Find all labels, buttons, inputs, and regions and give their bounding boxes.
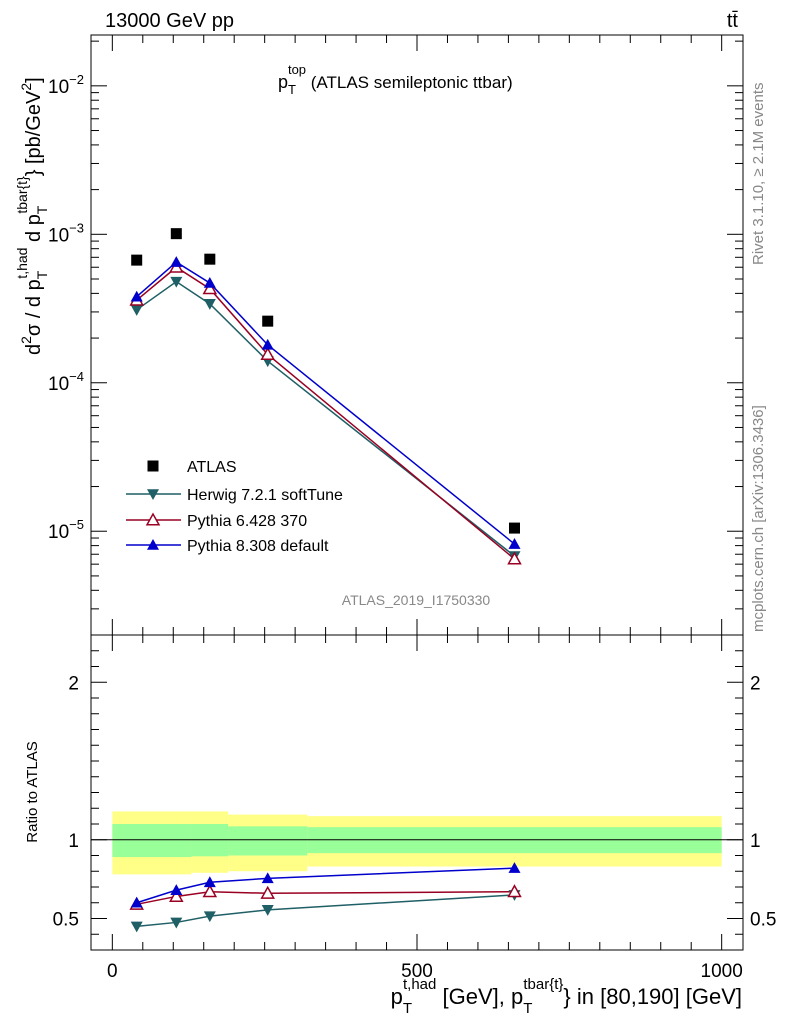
data-point: [203, 276, 216, 288]
y-tick-label: 10−4: [48, 369, 84, 395]
analysis-id: ATLAS_2019_I1750330: [342, 592, 491, 608]
x-axis-label: pTt,had [GeV], pTtbar{t}} in [80,190] [G…: [391, 976, 742, 1017]
mcplots-label: mcplots.cern.ch [arXiv:1306.3436]: [750, 405, 767, 632]
plot-title-sub: T: [288, 82, 296, 97]
plot-title-sup: top: [288, 62, 306, 77]
data-point: [170, 256, 183, 267]
legend-label: Herwig 7.2.1 softTune: [187, 487, 343, 504]
plot-title-rest: (ATLAS semileptonic ttbar): [306, 73, 513, 92]
plot-title-main: p: [278, 72, 288, 92]
ratio-point: [170, 884, 183, 895]
ratio-point: [202, 884, 218, 898]
ratio-y-tick-label-right: 2: [750, 673, 761, 694]
legend-marker: [147, 460, 159, 472]
legend-label: Pythia 8.308 default: [187, 538, 329, 555]
data-point: [131, 254, 143, 266]
rivet-label: Rivet 3.1.10, ≥ 2.1M events: [750, 83, 767, 266]
data-point: [202, 281, 218, 295]
ratio-point: [169, 888, 184, 902]
main-y-axis-label: d2σ / d pTt,had d pTtbar{t}} [pb/GeV2]: [14, 77, 50, 355]
ratio-point: [507, 884, 522, 898]
ratio-point: [170, 917, 183, 929]
data-point: [130, 290, 143, 302]
ratio-y-tick-label: 1: [68, 831, 79, 852]
data-point: [170, 228, 182, 240]
ratio-point: [261, 872, 274, 884]
legend: ATLAS Herwig 7.2.1 softTune Pythia 6.428 3…: [126, 459, 343, 555]
ratio-point: [203, 876, 216, 888]
ratio-y-tick-label: 2: [68, 673, 79, 694]
process-label: tt̄: [727, 10, 739, 32]
x-tick-label: 500: [401, 961, 433, 982]
legend-marker: [147, 489, 159, 500]
data-point: [204, 253, 216, 265]
ratio-point: [130, 921, 143, 933]
ratio-point: [261, 905, 274, 916]
data-point: [170, 276, 183, 288]
legend-marker: [145, 512, 161, 526]
legend-label: ATLAS: [187, 459, 237, 476]
data-point: [130, 305, 143, 316]
ratio-point: [130, 896, 143, 908]
y-tick-label: 10−2: [48, 72, 84, 98]
data-point: [203, 299, 216, 310]
uncertainty-band: [112, 824, 192, 858]
y-tick-label: 10−3: [48, 220, 84, 246]
data-point: [508, 522, 520, 534]
ratio-point: [203, 911, 216, 923]
ratio-y-tick-label: 0.5: [53, 910, 79, 931]
legend-label: Pythia 6.428 370: [187, 513, 307, 530]
ratio-y-tick-label-right: 1: [750, 831, 761, 852]
data-point: [262, 315, 274, 327]
ratio-y-axis-label: Ratio to ATLAS: [24, 741, 41, 842]
data-point: [260, 346, 275, 361]
uncertainty-band: [228, 826, 308, 856]
x-tick-label: 0: [107, 961, 118, 982]
data-point: [261, 338, 274, 350]
y-tick-label: 10−5: [48, 517, 84, 543]
ratio-series-line: [136, 894, 515, 928]
data-point: [507, 551, 522, 565]
x-tick-label: 1000: [701, 961, 743, 982]
ratio-plot-frame: [90, 634, 744, 951]
energy-label: 13000 GeV pp: [105, 10, 234, 32]
ratio-point: [508, 862, 521, 873]
ratio-y-tick-label-right: 0.5: [750, 910, 776, 931]
ratio-series-line: [136, 867, 515, 904]
ratio-point: [260, 885, 275, 899]
data-point: [508, 538, 521, 549]
legend-marker: [147, 539, 159, 550]
plot-title: pTtop (ATLAS semileptonic ttbar): [278, 62, 513, 97]
